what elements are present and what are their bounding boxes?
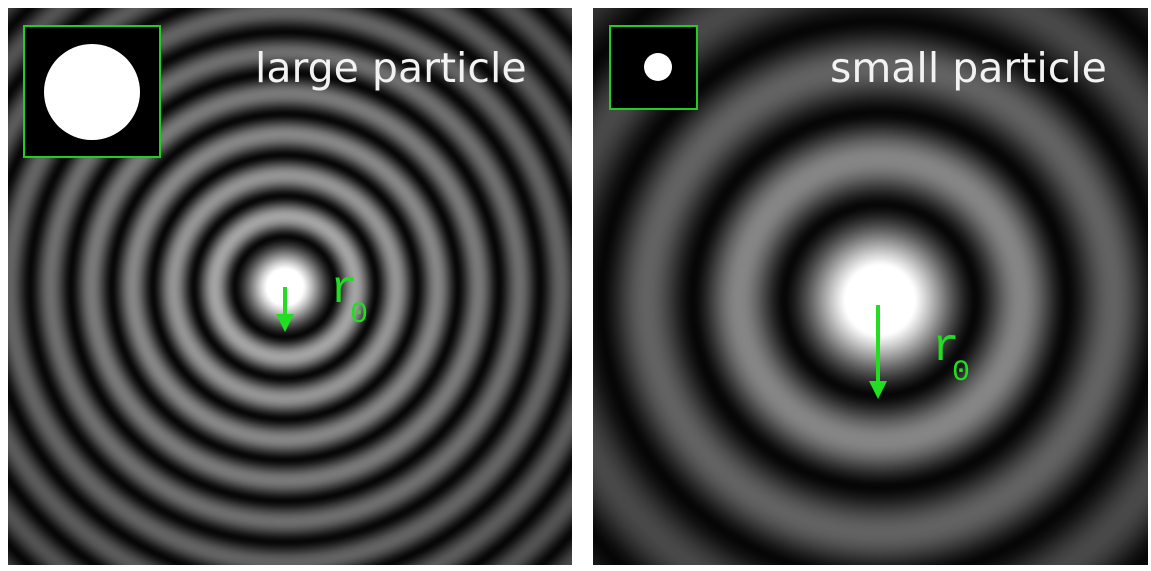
arrow-head	[276, 314, 294, 332]
particle	[44, 44, 140, 140]
symbol: r	[932, 322, 960, 374]
panel-title: large particle	[255, 44, 527, 92]
particle	[644, 53, 672, 81]
symbol: r	[330, 264, 358, 316]
arrow-head	[869, 381, 887, 399]
panel-title: small particle	[830, 44, 1107, 92]
subscript: 0	[350, 298, 368, 332]
subscript: 0	[952, 356, 970, 390]
